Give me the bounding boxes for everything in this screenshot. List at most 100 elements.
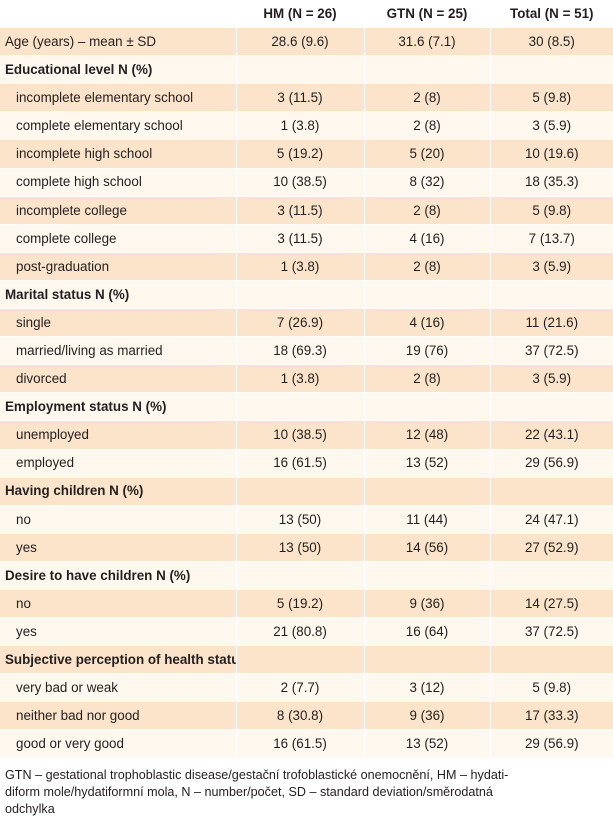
footnote-line: diform mole/hydatiformní mola, N – numbe… xyxy=(5,784,493,799)
empty-cell xyxy=(236,55,365,85)
gtn-value: 14 (56) xyxy=(364,533,491,562)
gtn-value: 13 (52) xyxy=(364,729,491,759)
table-row: neither bad nor good 8 (30.8) 9 (36) 17 (33… xyxy=(0,701,613,731)
empty-cell xyxy=(490,392,613,422)
total-value: 14 (27.5) xyxy=(490,589,613,619)
empty-cell xyxy=(490,477,613,506)
section-header-row: Desire to have children N (%) xyxy=(0,561,613,590)
hm-value: 21 (80.8) xyxy=(236,617,365,647)
gtn-value: 9 (36) xyxy=(364,701,491,731)
hm-value: 16 (61.5) xyxy=(236,449,365,478)
total-value: 17 (33.3) xyxy=(490,701,613,731)
row-label: complete college xyxy=(0,224,237,253)
gtn-value: 12 (48) xyxy=(364,420,491,450)
gtn-value: 4 (16) xyxy=(364,308,491,338)
table-row: single 7 (26.9) 4 (16) 11 (21.6) xyxy=(0,308,613,338)
total-value: 37 (72.5) xyxy=(490,336,613,366)
total-value: 29 (56.9) xyxy=(490,729,613,759)
section-header-row: Marital status N (%) xyxy=(0,280,613,310)
table-row: good or very good 16 (61.5) 13 (52) 29 (56.… xyxy=(0,729,613,759)
table-row: very bad or weak 2 (7.7) 3 (12) 5 (9.8) xyxy=(0,673,613,703)
hm-value: 5 (19.2) xyxy=(236,589,365,619)
total-value: 3 (5.9) xyxy=(490,252,613,281)
empty-cell xyxy=(490,55,613,85)
hm-value: 1 (3.8) xyxy=(236,252,365,281)
row-label: no xyxy=(0,505,237,534)
row-label: employed xyxy=(0,449,237,478)
table-header-row: HM (N = 26) GTN (N = 25) Total (N = 51) xyxy=(0,0,613,29)
section-label: Educational level N (%) xyxy=(0,55,237,85)
empty-cell xyxy=(364,645,491,675)
table-row: complete high school 10 (38.5) 8 (32) 18 (3… xyxy=(0,168,613,197)
row-label: incomplete college xyxy=(0,196,237,225)
total-value: 5 (9.8) xyxy=(490,83,613,113)
gtn-value: 4 (16) xyxy=(364,224,491,253)
total-value: 5 (9.8) xyxy=(490,673,613,703)
row-label: no xyxy=(0,589,237,619)
total-value: 10 (19.6) xyxy=(490,139,613,169)
row-label: single xyxy=(0,308,237,338)
gtn-value: 2 (8) xyxy=(364,364,491,394)
demographics-table: HM (N = 26) GTN (N = 25) Total (N = 51) … xyxy=(0,0,613,759)
row-label: post-graduation xyxy=(0,252,237,281)
table-row: divorced 1 (3.8) 2 (8) 3 (5.9) xyxy=(0,364,613,394)
footnote-line: GTN – gestational trophoblastic disease/… xyxy=(5,767,509,782)
gtn-value: 2 (8) xyxy=(364,111,491,141)
hm-value: 1 (3.8) xyxy=(236,364,365,394)
hm-value: 1 (3.8) xyxy=(236,111,365,141)
empty-cell xyxy=(490,561,613,590)
section-header-row: Employment status N (%) xyxy=(0,392,613,422)
table-row: incomplete college 3 (11.5) 2 (8) 5 (9.8) xyxy=(0,196,613,225)
empty-cell xyxy=(236,477,365,506)
hm-value: 3 (11.5) xyxy=(236,196,365,225)
hm-value: 2 (7.7) xyxy=(236,673,365,703)
empty-cell xyxy=(236,392,365,422)
table-body: Age (years) – mean ± SD 28.6 (9.6) 31.6 (7… xyxy=(0,27,613,759)
total-value: 18 (35.3) xyxy=(490,168,613,197)
total-value: 3 (5.9) xyxy=(490,364,613,394)
table-row: employed 16 (61.5) 13 (52) 29 (56.9) xyxy=(0,449,613,478)
gtn-value: 8 (32) xyxy=(364,168,491,197)
gtn-value: 13 (52) xyxy=(364,449,491,478)
gtn-value: 16 (64) xyxy=(364,617,491,647)
hm-value: 10 (38.5) xyxy=(236,420,365,450)
hm-value: 10 (38.5) xyxy=(236,168,365,197)
section-header-row: Educational level N (%) xyxy=(0,55,613,85)
table-row: incomplete high school 5 (19.2) 5 (20) 10 (… xyxy=(0,139,613,169)
row-label: incomplete elementary school xyxy=(0,83,237,113)
row-label: married/living as married xyxy=(0,336,237,366)
table-row: no 5 (19.2) 9 (36) 14 (27.5) xyxy=(0,589,613,619)
section-label: Having children N (%) xyxy=(0,477,237,506)
section-label: Marital status N (%) xyxy=(0,280,237,310)
gtn-value: 2 (8) xyxy=(364,252,491,281)
row-label: Age (years) – mean ± SD xyxy=(0,27,237,57)
row-label: yes xyxy=(0,533,237,562)
table-row: Age (years) – mean ± SD 28.6 (9.6) 31.6 (7… xyxy=(0,27,613,57)
header-total: Total (N = 51) xyxy=(490,0,613,29)
total-value: 3 (5.9) xyxy=(490,111,613,141)
empty-cell xyxy=(490,280,613,310)
row-label: yes xyxy=(0,617,237,647)
empty-cell xyxy=(364,280,491,310)
table-row: complete college 3 (11.5) 4 (16) 7 (13.7) xyxy=(0,224,613,253)
table-row: no 13 (50) 11 (44) 24 (47.1) xyxy=(0,505,613,534)
section-label: Employment status N (%) xyxy=(0,392,237,422)
hm-value: 8 (30.8) xyxy=(236,701,365,731)
total-value: 7 (13.7) xyxy=(490,224,613,253)
hm-value: 16 (61.5) xyxy=(236,729,365,759)
header-gtn: GTN (N = 25) xyxy=(364,0,491,29)
section-label: Desire to have children N (%) xyxy=(0,561,237,590)
row-label: good or very good xyxy=(0,729,237,759)
hm-value: 7 (26.9) xyxy=(236,308,365,338)
empty-cell xyxy=(364,477,491,506)
empty-cell xyxy=(490,645,613,675)
empty-cell xyxy=(364,392,491,422)
empty-cell xyxy=(236,645,365,675)
total-value: 29 (56.9) xyxy=(490,449,613,478)
empty-cell xyxy=(364,55,491,85)
total-value: 5 (9.8) xyxy=(490,196,613,225)
header-hm: HM (N = 26) xyxy=(236,0,365,29)
row-label: incomplete high school xyxy=(0,139,237,169)
table-row: complete elementary school 1 (3.8) 2 (8) 3 … xyxy=(0,111,613,141)
hm-value: 18 (69.3) xyxy=(236,336,365,366)
